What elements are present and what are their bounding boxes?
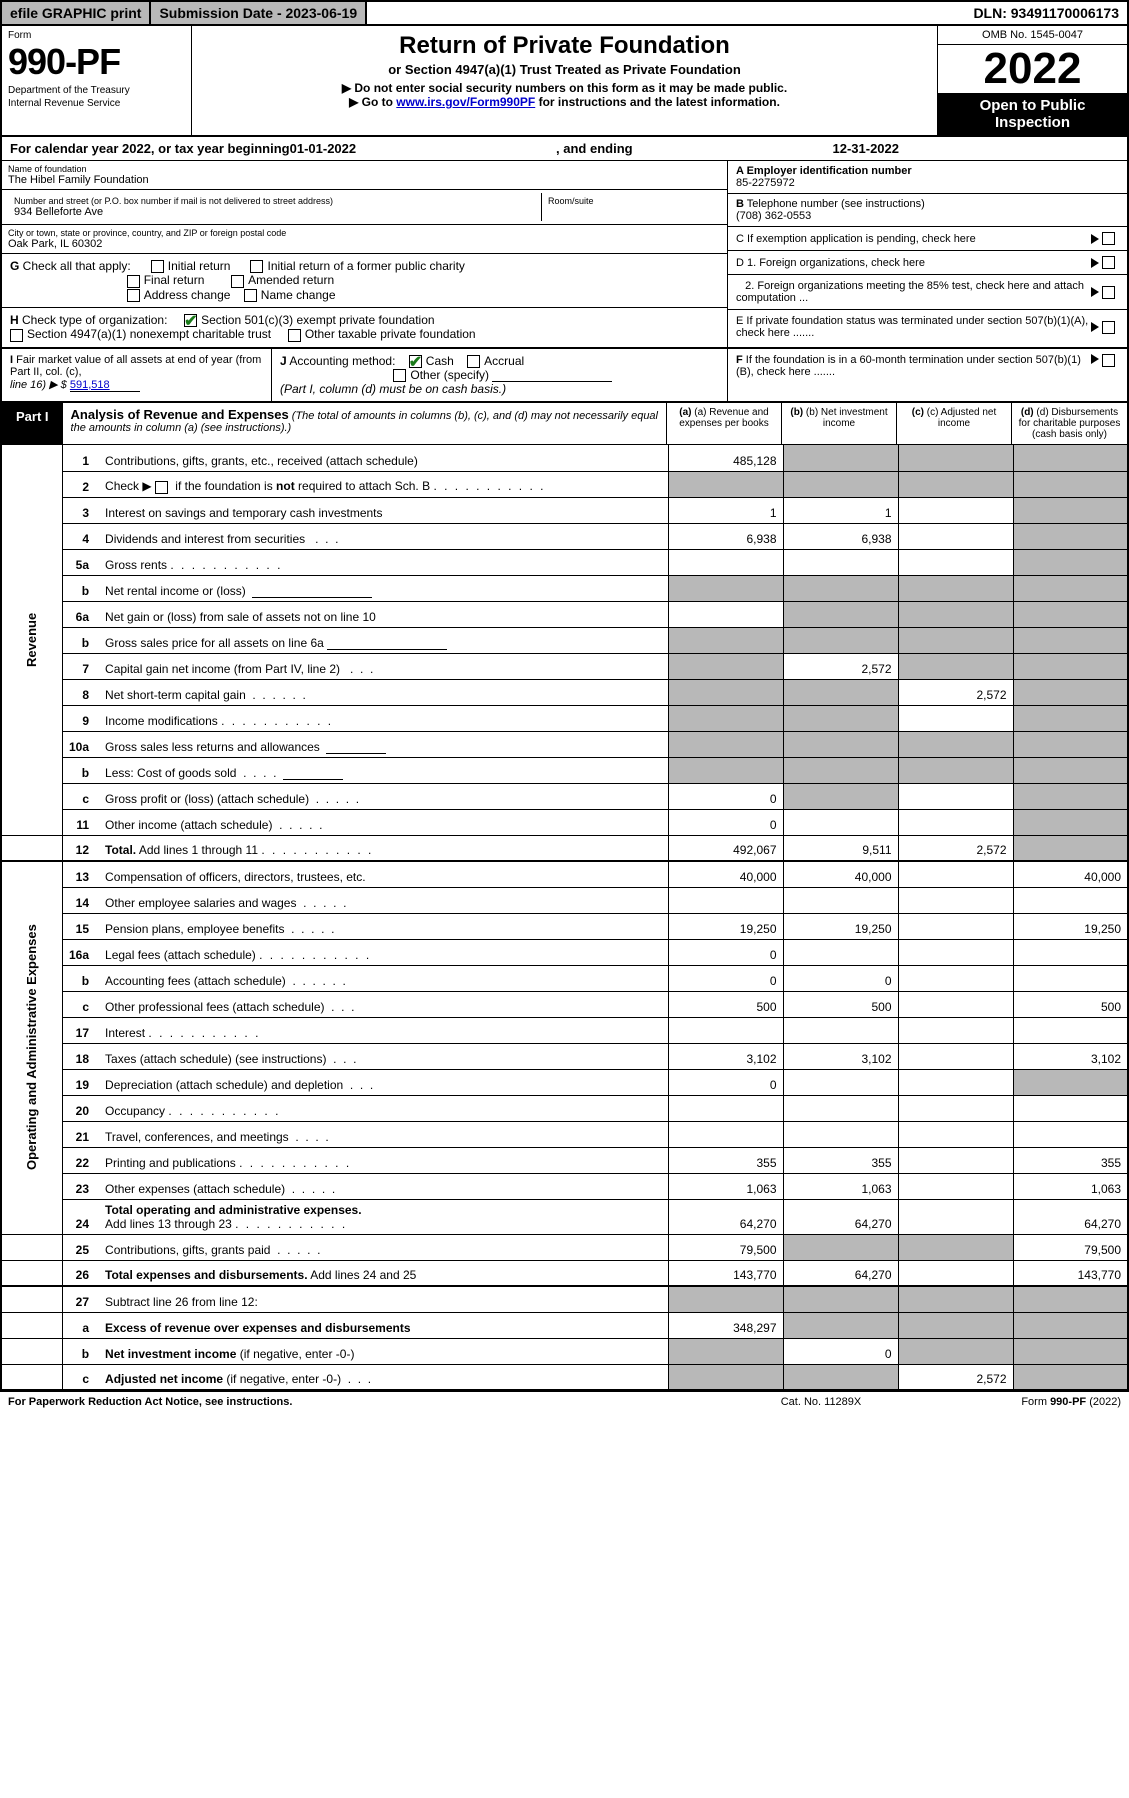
- fmv-value[interactable]: 591,518: [70, 379, 140, 392]
- name-change-checkbox[interactable]: [244, 289, 257, 302]
- phone-value: (708) 362-0553: [736, 210, 811, 222]
- hij-row: I Fair market value of all assets at end…: [0, 349, 1129, 404]
- col-b-header: (b) (b) Net investment income: [782, 403, 897, 444]
- address-value: 934 Belleforte Ave: [14, 206, 535, 218]
- foundation-name-label: Name of foundation: [8, 164, 721, 174]
- entity-block: Name of foundation The Hibel Family Foun…: [0, 161, 1129, 349]
- city-label: City or town, state or province, country…: [8, 228, 721, 238]
- schb-checkbox[interactable]: [155, 481, 168, 494]
- submission-date: Submission Date - 2023-06-19: [151, 2, 367, 24]
- amended-return-checkbox[interactable]: [231, 275, 244, 288]
- arrow-icon: [1091, 322, 1099, 332]
- form-goto: ▶ Go to www.irs.gov/Form990PF for instru…: [202, 95, 927, 109]
- 60month-termination-checkbox[interactable]: [1102, 354, 1115, 367]
- foreign-85-checkbox[interactable]: [1102, 286, 1115, 299]
- paperwork-notice: For Paperwork Reduction Act Notice, see …: [8, 1396, 721, 1408]
- address-label: Number and street (or P.O. box number if…: [14, 196, 535, 206]
- phone-label-b: B: [736, 198, 744, 210]
- g-label: G: [10, 259, 19, 273]
- city-value: Oak Park, IL 60302: [8, 238, 721, 250]
- irs-link[interactable]: www.irs.gov/Form990PF: [396, 95, 535, 109]
- other-taxable-checkbox[interactable]: [288, 329, 301, 342]
- col-d-header: (d) (d) Disbursements for charitable pur…: [1012, 403, 1127, 444]
- foundation-name: The Hibel Family Foundation: [8, 174, 721, 186]
- arrow-icon: [1091, 234, 1099, 244]
- form-header: Form 990-PF Department of the Treasury I…: [0, 26, 1129, 137]
- 4947a1-checkbox[interactable]: [10, 329, 23, 342]
- revenue-side-label: Revenue: [1, 445, 63, 835]
- h-label: H: [10, 313, 19, 327]
- part1-label: Part I: [2, 403, 63, 444]
- col-a-header: (a) (a) Revenue and expenses per books: [667, 403, 782, 444]
- initial-return-checkbox[interactable]: [151, 260, 164, 273]
- form-title: Return of Private Foundation: [202, 32, 927, 60]
- final-return-checkbox[interactable]: [127, 275, 140, 288]
- open-public-label: Open to Public Inspection: [938, 93, 1127, 135]
- part1-title: Analysis of Revenue and Expenses: [71, 407, 289, 422]
- form-label: Form: [8, 30, 185, 41]
- initial-former-checkbox[interactable]: [250, 260, 263, 273]
- 501c3-checkbox[interactable]: [184, 314, 197, 327]
- dept-irs: Internal Revenue Service: [8, 98, 185, 109]
- ein-value: 85-2275972: [736, 177, 795, 189]
- expenses-side-label: Operating and Administrative Expenses: [1, 861, 63, 1234]
- cash-method-checkbox[interactable]: [409, 355, 422, 368]
- part1-table: Revenue 1 Contributions, gifts, grants, …: [0, 445, 1129, 1391]
- page-footer: For Paperwork Reduction Act Notice, see …: [0, 1391, 1129, 1412]
- foreign-org-checkbox[interactable]: [1102, 256, 1115, 269]
- top-bar: efile GRAPHIC print Submission Date - 20…: [0, 0, 1129, 26]
- ein-label: A Employer identification number: [736, 165, 912, 177]
- efile-label: efile GRAPHIC print: [2, 2, 151, 24]
- line1-a: 485,128: [668, 445, 783, 471]
- exemption-pending-checkbox[interactable]: [1102, 232, 1115, 245]
- dln-label: DLN: 93491170006173: [965, 2, 1127, 24]
- line2-desc: Check ▶ if the foundation is not require…: [99, 471, 668, 497]
- accrual-method-checkbox[interactable]: [467, 355, 480, 368]
- part1-header: Part I Analysis of Revenue and Expenses …: [0, 403, 1129, 445]
- cat-number: Cat. No. 11289X: [721, 1396, 921, 1408]
- omb-number: OMB No. 1545-0047: [938, 26, 1127, 45]
- address-change-checkbox[interactable]: [127, 289, 140, 302]
- calendar-year-row: For calendar year 2022, or tax year begi…: [0, 137, 1129, 161]
- tax-year-end: 12-31-2022: [833, 141, 900, 156]
- form-number: 990-PF: [8, 41, 185, 83]
- status-terminated-checkbox[interactable]: [1102, 321, 1115, 334]
- arrow-icon: [1091, 287, 1099, 297]
- col-c-header: (c) (c) Adjusted net income: [897, 403, 1012, 444]
- dept-treasury: Department of the Treasury: [8, 85, 185, 96]
- tax-year: 2022: [938, 45, 1127, 93]
- form-warning: ▶ Do not enter social security numbers o…: [202, 81, 927, 95]
- arrow-icon: [1091, 354, 1099, 364]
- arrow-icon: [1091, 258, 1099, 268]
- form-subtitle: or Section 4947(a)(1) Trust Treated as P…: [202, 62, 927, 77]
- form-ref: Form 990-PF (2022): [921, 1396, 1121, 1408]
- other-method-checkbox[interactable]: [393, 369, 406, 382]
- line1-desc: Contributions, gifts, grants, etc., rece…: [99, 445, 668, 471]
- room-label: Room/suite: [548, 196, 715, 206]
- tax-year-begin: 01-01-2022: [290, 141, 357, 156]
